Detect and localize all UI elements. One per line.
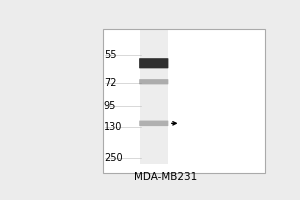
Bar — [103, 29, 266, 173]
Text: 72: 72 — [104, 78, 116, 88]
FancyBboxPatch shape — [139, 121, 168, 126]
Text: 55: 55 — [104, 50, 116, 60]
Text: MDA-MB231: MDA-MB231 — [134, 172, 197, 182]
Bar — [140, 30, 168, 164]
Text: 95: 95 — [104, 101, 116, 111]
Text: 250: 250 — [104, 153, 122, 163]
Text: 130: 130 — [104, 122, 122, 132]
FancyBboxPatch shape — [139, 58, 168, 68]
FancyBboxPatch shape — [139, 79, 168, 84]
